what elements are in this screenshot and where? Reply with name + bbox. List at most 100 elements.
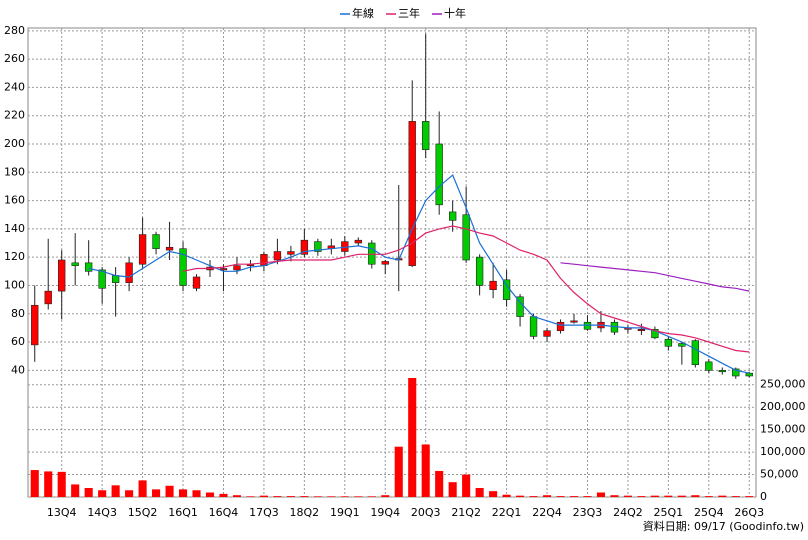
volume-bar <box>192 490 201 497</box>
candle-body <box>152 234 160 249</box>
x-tick-label: 25Q1 <box>654 506 684 519</box>
y-tick-label: 40 <box>11 363 25 376</box>
volume-bar <box>475 488 484 497</box>
candle-body <box>273 251 282 261</box>
volume-bar <box>340 496 349 497</box>
y-tick-label: 100 <box>4 278 25 291</box>
volume-bar <box>219 493 228 497</box>
volume-bar <box>125 490 134 497</box>
y-tick-label: 80 <box>11 307 25 320</box>
candle-body <box>462 214 470 261</box>
x-tick-label: 24Q2 <box>613 506 643 519</box>
ma-line <box>560 262 750 292</box>
volume-bar <box>664 495 673 497</box>
candle-body <box>44 290 52 305</box>
volume-bar <box>623 495 632 497</box>
y-tick-label: 140 <box>4 222 25 235</box>
x-tick-label: 19Q1 <box>330 506 360 519</box>
candle-body <box>583 321 592 330</box>
volume-bar <box>677 495 686 497</box>
y-tick-label: 280 <box>4 24 25 37</box>
candle-body <box>745 372 753 377</box>
candle-body <box>637 329 646 332</box>
y-tick-label: 240 <box>4 80 25 93</box>
y-tick-label: 260 <box>4 52 25 65</box>
volume-bar <box>408 378 417 497</box>
candle-body <box>422 121 430 150</box>
volume-bar <box>313 496 322 497</box>
candle-body <box>219 268 228 271</box>
candle-body <box>732 368 740 377</box>
y-tick-label: 200 <box>4 137 25 150</box>
candle-body <box>705 361 713 371</box>
volume-bar <box>731 496 740 497</box>
volume-bar <box>637 496 646 497</box>
y2-tick-label: 0 <box>760 490 767 503</box>
volume-bar <box>394 446 403 497</box>
candle-body <box>260 254 268 266</box>
candle-body <box>718 370 726 373</box>
candle-body <box>543 330 551 337</box>
candle-body <box>138 234 147 265</box>
volume-bar <box>516 495 525 497</box>
y-tick-label: 180 <box>4 165 25 178</box>
candle-body <box>475 256 484 286</box>
volume-bar <box>556 496 565 497</box>
volume-bar <box>57 471 66 497</box>
candle-body <box>651 329 659 339</box>
volume-bar <box>462 474 471 497</box>
volume-bar <box>529 496 538 497</box>
candle-body <box>570 320 578 323</box>
footer: 資料日期: 09/17 (Goodinfo.tw) <box>643 519 804 533</box>
volume-bar <box>152 489 161 497</box>
volume-bar <box>327 496 336 497</box>
volume-bar <box>718 495 727 497</box>
candle-body <box>435 143 443 206</box>
volume-bar <box>502 494 511 497</box>
x-tick-label: 13Q4 <box>47 506 77 519</box>
volume-bar <box>300 496 309 497</box>
candle-body <box>691 340 700 365</box>
volume-bar <box>165 485 174 497</box>
candle-body <box>31 304 39 346</box>
candle-body <box>529 316 538 337</box>
candle-body <box>233 265 241 271</box>
legend-label: 年線 <box>352 6 374 20</box>
volume-bar <box>98 490 107 497</box>
legend-label: 十年 <box>444 6 466 20</box>
y2-tick-label: 100,000 <box>760 445 806 458</box>
volume-bar <box>421 444 430 497</box>
candle-body <box>408 121 416 266</box>
volume-bar <box>435 470 444 497</box>
volume-bar <box>381 495 390 497</box>
volume-bar <box>205 492 215 497</box>
y2-tick-label: 150,000 <box>760 423 806 436</box>
candle-body <box>678 343 686 347</box>
x-tick-label: 15Q2 <box>128 506 158 519</box>
volume-bar <box>71 484 80 497</box>
x-tick-label: 16Q4 <box>209 506 239 519</box>
candle-body <box>165 246 174 251</box>
candle-body <box>354 239 362 244</box>
y2-tick-label: 50,000 <box>760 468 799 481</box>
candle-body <box>368 242 376 265</box>
candle-body <box>125 262 133 283</box>
volume-bar <box>286 496 295 497</box>
x-tick-label: 18Q2 <box>290 506 320 519</box>
x-tick-label: 14Q3 <box>87 506 117 519</box>
candle-body <box>287 251 295 255</box>
candle-body <box>556 321 565 332</box>
volume-bar <box>596 492 606 497</box>
legend-label: 三年 <box>398 6 420 20</box>
volume-bar <box>704 496 713 497</box>
volume-bar <box>367 496 376 497</box>
volume-bar <box>569 496 579 497</box>
candle-body <box>58 259 66 292</box>
volume-bar <box>650 495 659 497</box>
candle-body <box>111 275 120 283</box>
plot-frame <box>27 27 757 498</box>
volume-bar <box>610 495 619 497</box>
candle-body <box>300 239 309 255</box>
candle-body <box>192 276 201 289</box>
